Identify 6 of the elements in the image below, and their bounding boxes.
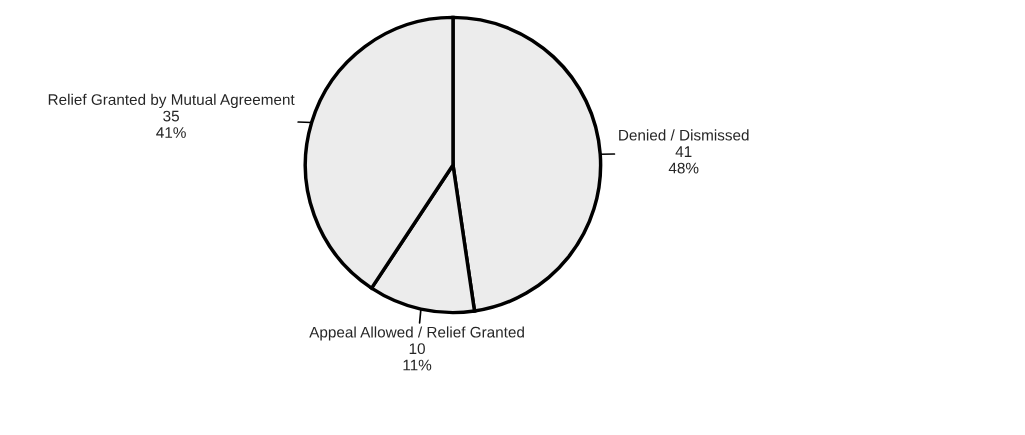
slice-label: Appeal Allowed / Relief Granted xyxy=(309,326,524,341)
data-label: 35 41% xyxy=(156,110,186,138)
slice-label: Relief Granted by Mutual Agreement xyxy=(48,93,295,109)
slice-label: Denied / Dismissed xyxy=(619,129,749,141)
data-label: 41 48% xyxy=(668,146,699,174)
data-label: 10 11% xyxy=(403,343,432,371)
